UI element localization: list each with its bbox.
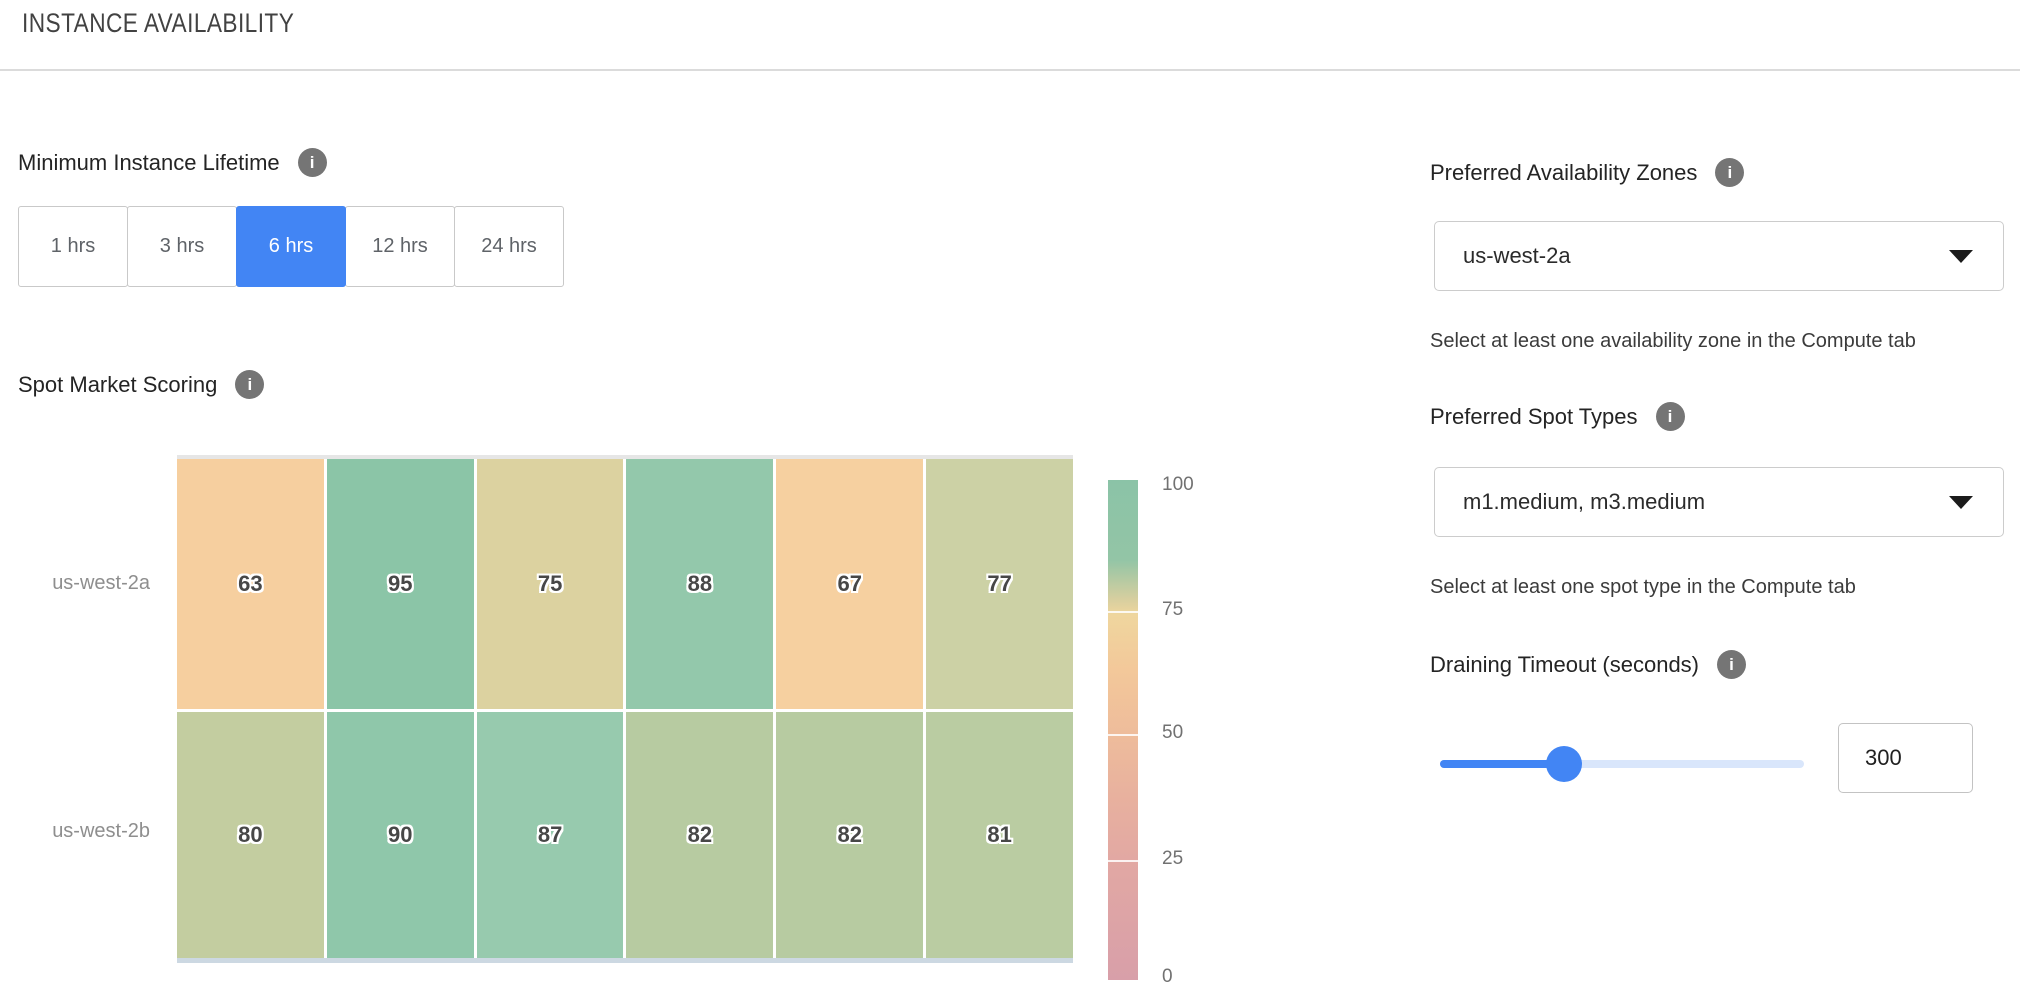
heatmap-cell: 82 — [626, 712, 774, 958]
slider-thumb[interactable] — [1545, 746, 1582, 782]
heatmap-row-label: us-west-2b — [52, 820, 150, 842]
spot-types-dropdown[interactable]: m1.medium, m3.medium — [1434, 467, 2004, 537]
heatmap-cell: 77 — [926, 459, 1073, 709]
availability-zones-dropdown[interactable]: us-west-2a — [1434, 221, 2004, 291]
heatmap-cell: 67 — [776, 459, 924, 709]
heatmap-top-border — [177, 455, 1073, 459]
heatmap-cell: 75 — [476, 459, 624, 709]
info-icon[interactable]: i — [1655, 402, 1685, 431]
minimum-instance-lifetime-section: Minimum Instance Lifetime i — [18, 148, 327, 177]
availability-zones-value: us-west-2a — [1463, 243, 1571, 268]
chevron-down-icon — [1949, 249, 1973, 263]
spot-types-hint: Select at least one spot type in the Com… — [1430, 576, 1856, 598]
draining-timeout-label: Draining Timeout (seconds) — [1430, 651, 1700, 677]
heatmap-cell: 88 — [626, 459, 774, 709]
lifetime-option-3hrs[interactable]: 3 hrs — [127, 206, 237, 287]
heatmap-cell: 87 — [476, 712, 624, 958]
colorbar-tick-label: 25 — [1162, 848, 1184, 869]
preferred-spot-types-label: Preferred Spot Types — [1430, 403, 1638, 429]
heatmap-bottom-axis — [177, 958, 1073, 963]
info-icon[interactable]: i — [235, 370, 265, 399]
chevron-down-icon — [1949, 495, 1973, 509]
lifetime-option-24hrs[interactable]: 24 hrs — [454, 206, 564, 287]
heatmap-cell: 63 — [177, 459, 324, 709]
draining-timeout-section: Draining Timeout (seconds) i — [1430, 650, 1747, 679]
lifetime-option-6hrs[interactable]: 6 hrs — [236, 206, 346, 287]
slider-fill — [1440, 760, 1564, 768]
spot-market-scoring-label: Spot Market Scoring — [18, 371, 218, 397]
colorbar-tick-label: 50 — [1162, 722, 1184, 743]
heatmap-row-label: us-west-2a — [52, 572, 150, 594]
info-icon[interactable]: i — [1717, 650, 1747, 679]
lifetime-option-12hrs[interactable]: 12 hrs — [345, 206, 455, 287]
preferred-availability-zones-label: Preferred Availability Zones — [1430, 159, 1698, 185]
spot-market-scoring-section: Spot Market Scoring i — [18, 370, 265, 399]
heatmap-cell: 81 — [926, 712, 1073, 958]
preferred-spot-types-section: Preferred Spot Types i — [1430, 402, 1685, 431]
heatmap-cell: 90 — [326, 712, 474, 958]
spot-market-heatmap: 63 95 75 88 67 77 80 90 87 82 82 81 — [177, 459, 1073, 958]
colorbar-tick-label: 75 — [1162, 599, 1184, 620]
info-icon[interactable]: i — [297, 148, 327, 177]
heatmap-cell: 82 — [776, 712, 924, 958]
preferred-availability-zones-section: Preferred Availability Zones i — [1430, 158, 1745, 187]
colorbar-tick-label: 100 — [1162, 474, 1194, 495]
colorbar-tick-label: 0 — [1162, 966, 1173, 987]
page-title: INSTANCE AVAILABILITY — [22, 8, 295, 38]
heatmap-colorbar — [1108, 480, 1138, 980]
spot-types-value: m1.medium, m3.medium — [1463, 489, 1706, 514]
lifetime-button-group: 1 hrs 3 hrs 6 hrs 12 hrs 24 hrs — [18, 206, 564, 287]
availability-zones-hint: Select at least one availability zone in… — [1430, 330, 1916, 352]
header-divider — [0, 69, 2020, 71]
heatmap-cell: 95 — [326, 459, 474, 709]
minimum-instance-lifetime-label: Minimum Instance Lifetime — [18, 149, 280, 175]
draining-timeout-slider[interactable] — [1440, 746, 1804, 782]
lifetime-option-1hrs[interactable]: 1 hrs — [18, 206, 128, 287]
heatmap-cell: 80 — [177, 712, 324, 958]
info-icon[interactable]: i — [1715, 158, 1745, 187]
draining-timeout-input[interactable] — [1838, 723, 1973, 793]
